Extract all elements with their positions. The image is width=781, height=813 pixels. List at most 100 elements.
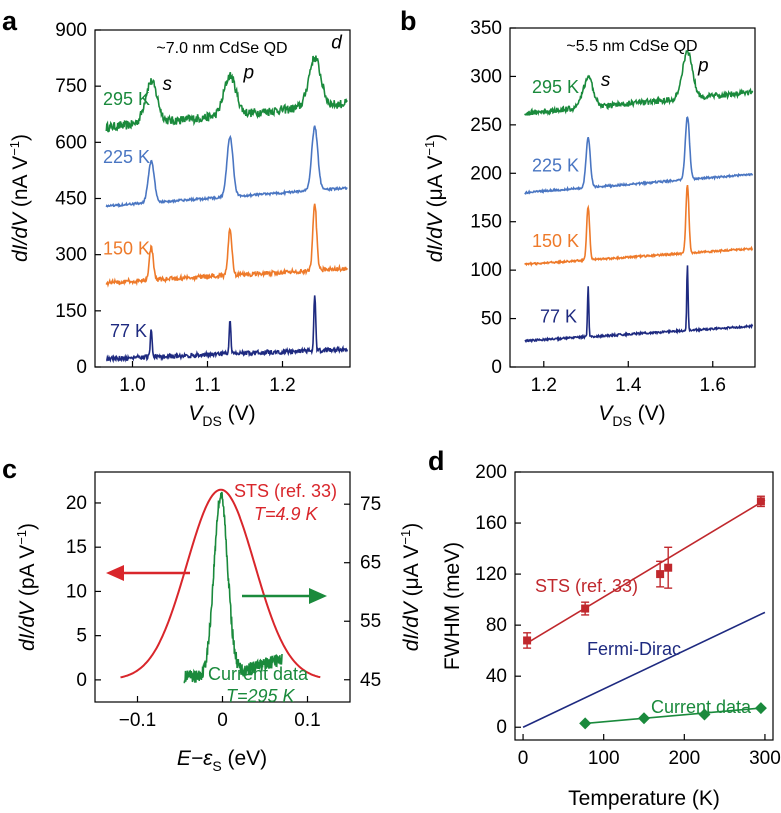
ticks-d: 0 100 200 300 0 40 80 120 160 200	[475, 462, 780, 769]
ytick-label-d-3: 120	[475, 564, 507, 585]
ylabel-b: dI/dV (μA V−1)	[422, 134, 447, 263]
labels-d: STS (ref. 33) Fermi-Dirac Current data	[535, 576, 752, 717]
plot-frame-b	[509, 27, 756, 368]
panel-b: b ~5.5 nm CdSe QD VDS (V) dI/dV (μA V−1)…	[400, 6, 756, 429]
xlabel-a: VDS (V)	[188, 402, 255, 429]
fit-line-d-1	[522, 611, 766, 728]
peak-label-b-0: s	[601, 70, 611, 91]
ytick-label-a-5: 750	[55, 76, 87, 97]
series-label-c-1: Current data	[208, 664, 309, 684]
panel-label-c: c	[2, 454, 17, 484]
xtick-label-d-3: 300	[749, 748, 781, 769]
fit-line-d-0	[526, 499, 766, 644]
ytick-label-right-c-0: 45	[360, 670, 381, 691]
ytick-label-d-5: 200	[475, 462, 507, 483]
ytick-label-d-2: 80	[486, 615, 507, 636]
series-line-a-2	[105, 203, 349, 288]
xtick-label-b-1: 1.4	[615, 375, 642, 396]
ytick-label-c-1: 5	[76, 626, 87, 647]
panel-label-b: b	[400, 6, 417, 36]
ytick-label-b-6: 300	[470, 66, 502, 87]
curves-c	[120, 488, 321, 684]
ytick-label-c-3: 15	[66, 537, 87, 558]
peak-label-a-2: d	[331, 33, 343, 54]
series-line-a-3	[106, 295, 349, 364]
ylabel-right-c: dI/dV (μA V−1)	[398, 523, 423, 652]
xtick-label-d-0: 0	[518, 748, 529, 769]
series-label-a-2: 150 K	[103, 239, 150, 259]
ytick-label-right-c-1: 55	[360, 611, 381, 632]
ytick-label-d-0: 0	[496, 717, 507, 738]
peak-label-b-1: p	[697, 56, 709, 77]
xtick-label-c-1: 0	[217, 710, 228, 731]
series-label-b-1: 225 K	[532, 155, 579, 175]
panel-label-a: a	[2, 6, 18, 36]
xlabel-c: E−εS (eV)	[177, 747, 267, 774]
xtick-label-d-1: 100	[588, 748, 620, 769]
point-d-2-0	[579, 717, 592, 730]
point-d-0-3	[664, 563, 673, 572]
labels-b: 295 K 225 K 150 K 77 K s p	[532, 56, 709, 327]
point-d-2-3	[754, 702, 767, 715]
point-d-0-0	[523, 636, 532, 645]
ytick-label-b-4: 200	[470, 163, 502, 184]
ytick-label-right-c-2: 65	[360, 553, 381, 574]
series-line-b-2	[524, 184, 754, 267]
point-d-0-4	[756, 497, 765, 506]
curves-b	[524, 50, 754, 344]
curves-a	[105, 55, 349, 364]
peak-label-a-0: s	[163, 74, 173, 95]
series-line-b-3	[524, 265, 754, 344]
point-d-2-2	[698, 708, 711, 721]
xlabel-d: Temperature (K)	[568, 787, 720, 810]
series-label-b-3: 77 K	[540, 306, 577, 326]
ytick-label-d-4: 160	[475, 513, 507, 534]
title-b: ~5.5 nm CdSe QD	[566, 38, 697, 55]
ytick-label-b-3: 150	[470, 212, 502, 233]
series-label-d-1: Fermi-Dirac	[587, 639, 681, 659]
ticks-a: 1.0 1.1 1.2 0 150 300 450 600 750 900	[55, 20, 295, 396]
xlabel-b: VDS (V)	[598, 402, 665, 429]
xtick-label-a-2: 1.2	[269, 375, 295, 396]
xtick-label-a-0: 1.0	[119, 375, 145, 396]
series-label-b-2: 150 K	[532, 231, 579, 251]
panel-label-d: d	[428, 446, 445, 476]
xtick-label-b-2: 1.6	[700, 375, 726, 396]
plot-frame-d	[514, 471, 774, 741]
series-line-a-1	[105, 125, 348, 209]
peak-label-a-1: p	[243, 63, 255, 84]
ylabel-d: FWHM (meV)	[441, 542, 464, 670]
ytick-label-c-0: 0	[76, 670, 87, 691]
ticks-b: 1.2 1.4 1.6 0 50 100 150 200 250 300 350	[470, 18, 726, 396]
series-sublabel-c-1: T=295 K	[226, 686, 296, 706]
ytick-label-right-c-3: 75	[360, 494, 381, 515]
ytick-label-a-3: 450	[55, 189, 87, 210]
ytick-label-c-4: 20	[66, 493, 87, 514]
ytick-label-b-5: 250	[470, 115, 502, 136]
ytick-label-b-7: 350	[470, 18, 502, 39]
panel-a: a ~7.0 nm CdSe QD VDS (V) dI/dV (nA V−1)…	[2, 6, 351, 429]
series-line-a-0	[105, 55, 348, 133]
point-d-2-1	[638, 712, 650, 725]
series-label-d-2: Current data	[651, 697, 752, 717]
series-line-b-1	[524, 116, 754, 195]
ytick-label-c-2: 10	[66, 581, 87, 602]
plot-frame-a	[94, 29, 351, 368]
series-label-c-0: STS (ref. 33)	[234, 481, 337, 501]
ytick-label-a-1: 150	[55, 301, 87, 322]
ytick-label-a-6: 900	[55, 20, 87, 41]
ytick-label-b-2: 100	[470, 260, 502, 281]
panel-d: d Temperature (K) FWHM (meV) 0 100 200 300 0…	[428, 446, 781, 810]
title-a: ~7.0 nm CdSe QD	[156, 40, 287, 57]
point-d-0-1	[581, 604, 590, 613]
ytick-label-a-0: 0	[76, 357, 87, 378]
series-label-a-0: 295 K	[103, 89, 150, 109]
xtick-label-a-1: 1.1	[194, 375, 220, 396]
panel-c: c E−εS (eV) dI/dV (pA V−1) dI/dV (μA V−1…	[2, 454, 423, 774]
labels-a: 295 K 225 K 150 K 77 K s p d	[103, 33, 343, 341]
series-label-a-3: 77 K	[110, 321, 147, 341]
ytick-label-b-0: 0	[491, 357, 502, 378]
series-sublabel-c-0: T=4.9 K	[254, 504, 319, 524]
